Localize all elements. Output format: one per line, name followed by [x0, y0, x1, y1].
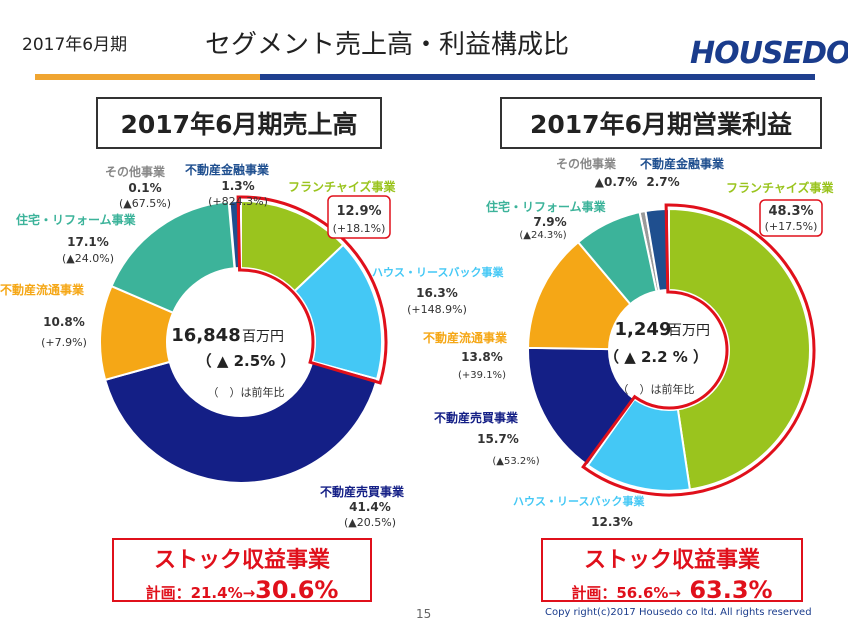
profit-stock-heading: ストック収益事業 [583, 548, 760, 573]
profit-label-house-name: ハウス・リースバック事業 [513, 494, 645, 508]
sales-label-finance-name: 不動産金融事業 [185, 162, 270, 177]
profit-label-franchise-name: フランチャイズ事業 [726, 180, 835, 195]
profit-total-unit: 百万円 [668, 323, 710, 339]
sales-slice-4 [110, 200, 236, 315]
sales-stock-plan-label: 計画：21.4%→ [145, 584, 256, 602]
profit-label-reform-share: 7.9% [533, 215, 566, 229]
sales-label-circulation-name: 不動産流通事業 [0, 282, 85, 297]
sales-label-house-growth: (+148.9%) [407, 303, 467, 316]
profit-label-other-share: ▲0.7% [595, 175, 638, 189]
page-number: 15 [416, 607, 432, 621]
profit-label-circulation-growth: (+39.1%) [458, 370, 506, 381]
sales-label-franchise-growth: (+18.1%) [333, 222, 386, 235]
profit-label-trading-name: 不動産売買事業 [434, 410, 519, 425]
sales-label-trading-name: 不動産売買事業 [320, 484, 405, 499]
profit-label-circulation-share: 13.8% [461, 350, 503, 364]
profit-label-franchise-share: 48.3% [768, 204, 813, 219]
profit-label-house-share: 12.3% [591, 515, 633, 529]
sales-label-trading-share: 41.4% [349, 500, 391, 514]
profit-total-growth: （ ▲ 2.2 % ） [604, 348, 708, 366]
sales-label-franchise-name: フランチャイズ事業 [288, 179, 397, 194]
profit-slice-3 [527, 240, 632, 351]
sales-label-trading-growth: (▲20.5%) [344, 516, 396, 529]
sales-franchise-callout [327, 195, 391, 239]
sales-chart-title: 2017年6月期売上高 [96, 97, 382, 149]
sales-label-circulation-growth: (+7.9%) [41, 336, 87, 349]
page-title: セグメント売上高・利益構成比 [205, 30, 570, 60]
profit-slice-0 [668, 207, 811, 491]
profit-label-finance-share: 2.7% [646, 175, 679, 189]
sales-label-circulation-share: 10.8% [43, 315, 85, 329]
profit-stock-highlight [581, 203, 816, 497]
housedo-logo: HOUSEDO [690, 36, 848, 71]
profit-label-finance-name: 不動産金融事業 [640, 156, 725, 171]
header-divider-blue [260, 74, 815, 80]
sales-label-other-growth: (▲67.5%) [119, 197, 171, 210]
profit-stock-plan-result: 63.3% [680, 576, 773, 604]
profit-total-value: 1,249 [615, 319, 672, 340]
profit-label-other-name: その他事業 [556, 156, 617, 171]
profit-stock-box: ストック収益事業 計画：56.6%→ 63.3% [541, 538, 803, 604]
sales-donut [99, 195, 388, 484]
profit-label-trading-growth: (▲53.2%) [492, 456, 539, 467]
profit-note: （ ）は前年比 [618, 382, 695, 396]
sales-stock-highlight [236, 195, 388, 385]
sales-label-reform-share: 17.1% [67, 235, 109, 249]
sales-stock-plan: 計画：21.4%→30.6% [114, 576, 370, 604]
sales-stock-box: ストック収益事業 計画：21.4%→30.6% [112, 538, 372, 604]
sales-label-franchise-share: 12.9% [336, 204, 381, 219]
sales-total-growth: （ ▲ 2.5% ） [197, 352, 296, 370]
profit-label-reform-name: 住宅・リフォーム事業 [486, 199, 607, 214]
profit-label-circulation-name: 不動産流通事業 [423, 330, 508, 345]
sales-total-unit: 百万円 [242, 329, 284, 345]
profit-franchise-callout [759, 199, 823, 237]
sales-label-finance-growth: (+824.3%) [208, 195, 268, 208]
sales-note: （ ）は前年比 [208, 385, 285, 399]
profit-stock-plan: 計画：56.6%→ 63.3% [543, 576, 801, 604]
profit-chart-title: 2017年6月期営業利益 [500, 97, 822, 149]
period-label: 2017年6月期 [22, 35, 128, 55]
profit-label-reform-growth: (▲24.3%) [519, 230, 566, 241]
sales-label-reform-growth: (▲24.0%) [62, 252, 114, 265]
profit-label-trading-share: 15.7% [477, 432, 519, 446]
sales-total-value: 16,848 [171, 325, 240, 346]
sales-label-other-name: その他事業 [105, 164, 166, 179]
profit-label-franchise-growth: (+17.5%) [765, 220, 818, 233]
profit-stock-plan-label: 計画：56.6%→ [571, 584, 681, 602]
sales-slice-2 [103, 360, 379, 484]
profit-donut [527, 203, 816, 497]
sales-label-house-name: ハウス・リースバック事業 [372, 265, 504, 279]
header-divider-orange [35, 74, 260, 80]
sales-label-reform-name: 住宅・リフォーム事業 [16, 212, 137, 227]
sales-stock-plan-result: 30.6% [255, 576, 339, 604]
sales-label-house-share: 16.3% [416, 286, 458, 300]
profit-slice-4 [576, 210, 658, 306]
sales-label-other-share: 0.1% [128, 181, 161, 195]
copyright: Copy right(c)2017 Housedo co ltd. All ri… [545, 607, 812, 618]
sales-stock-heading: ストック収益事業 [153, 548, 330, 573]
sales-label-finance-share: 1.3% [221, 179, 254, 193]
